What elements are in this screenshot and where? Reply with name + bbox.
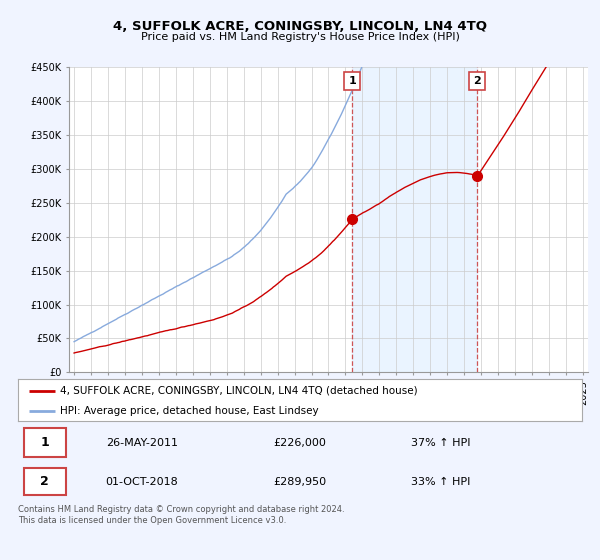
Text: 1: 1 xyxy=(40,436,49,450)
Text: 01-OCT-2018: 01-OCT-2018 xyxy=(106,477,178,487)
Text: 2: 2 xyxy=(40,475,49,488)
Text: Price paid vs. HM Land Registry's House Price Index (HPI): Price paid vs. HM Land Registry's House … xyxy=(140,32,460,42)
FancyBboxPatch shape xyxy=(23,469,66,495)
Text: 33% ↑ HPI: 33% ↑ HPI xyxy=(412,477,470,487)
Text: 4, SUFFOLK ACRE, CONINGSBY, LINCOLN, LN4 4TQ: 4, SUFFOLK ACRE, CONINGSBY, LINCOLN, LN4… xyxy=(113,20,487,32)
Text: £289,950: £289,950 xyxy=(274,477,326,487)
Text: 2: 2 xyxy=(473,76,481,86)
Text: HPI: Average price, detached house, East Lindsey: HPI: Average price, detached house, East… xyxy=(60,405,319,416)
FancyBboxPatch shape xyxy=(23,428,66,458)
Text: Contains HM Land Registry data © Crown copyright and database right 2024.
This d: Contains HM Land Registry data © Crown c… xyxy=(18,505,344,525)
Text: 26-MAY-2011: 26-MAY-2011 xyxy=(106,438,178,448)
Text: 37% ↑ HPI: 37% ↑ HPI xyxy=(411,438,471,448)
Text: £226,000: £226,000 xyxy=(274,438,326,448)
Bar xyxy=(352,67,477,372)
Text: 1: 1 xyxy=(349,76,356,86)
Text: 4, SUFFOLK ACRE, CONINGSBY, LINCOLN, LN4 4TQ (detached house): 4, SUFFOLK ACRE, CONINGSBY, LINCOLN, LN4… xyxy=(60,386,418,396)
